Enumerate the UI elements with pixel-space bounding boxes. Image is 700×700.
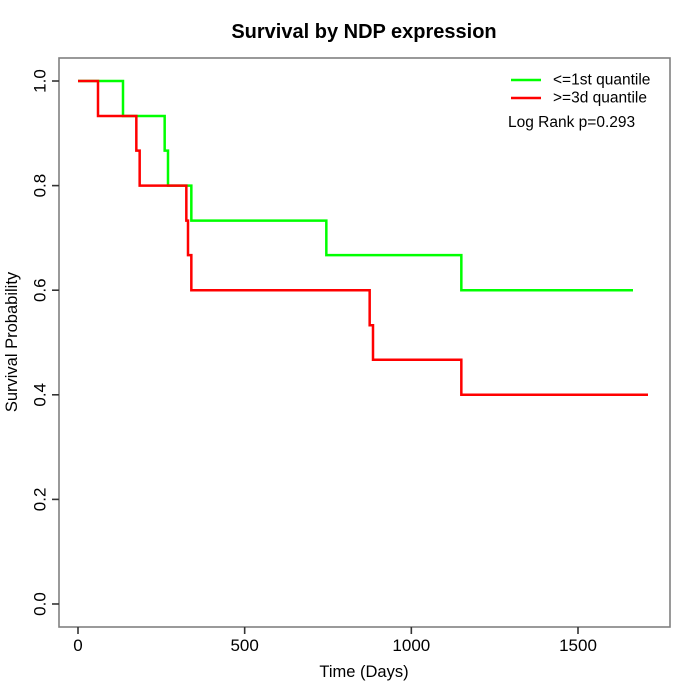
legend: <=1st quantile>=3d quantile [511, 72, 650, 107]
legend-label: >=3d quantile [553, 90, 647, 107]
x-tick-label: 500 [230, 636, 258, 655]
legend-label: <=1st quantile [553, 72, 650, 89]
y-tick-label: 1.0 [31, 69, 50, 93]
plot-box [58, 57, 671, 628]
y-axis-title: Survival Probability [3, 271, 21, 412]
x-axis-ticks: 0 500 1000 1500 [73, 627, 597, 655]
y-tick-label: 0.4 [31, 383, 50, 407]
y-axis-ticks: 0.0 0.2 0.4 0.6 0.8 1.0 [31, 69, 59, 616]
log-rank-annotation: Log Rank p=0.293 [508, 114, 635, 131]
x-tick-label: 0 [73, 636, 82, 655]
y-tick-label: 0.2 [31, 488, 50, 512]
survival-curves [78, 79, 648, 397]
survival-curve [78, 79, 648, 397]
plot-title: Survival by NDP expression [231, 21, 496, 43]
x-tick-label: 1000 [392, 636, 430, 655]
y-tick-label: 0.8 [31, 174, 50, 198]
y-tick-label: 0.6 [31, 278, 50, 302]
x-axis-title: Time (Days) [319, 663, 408, 681]
x-tick-label: 1500 [559, 636, 597, 655]
y-tick-label: 0.0 [31, 592, 50, 616]
